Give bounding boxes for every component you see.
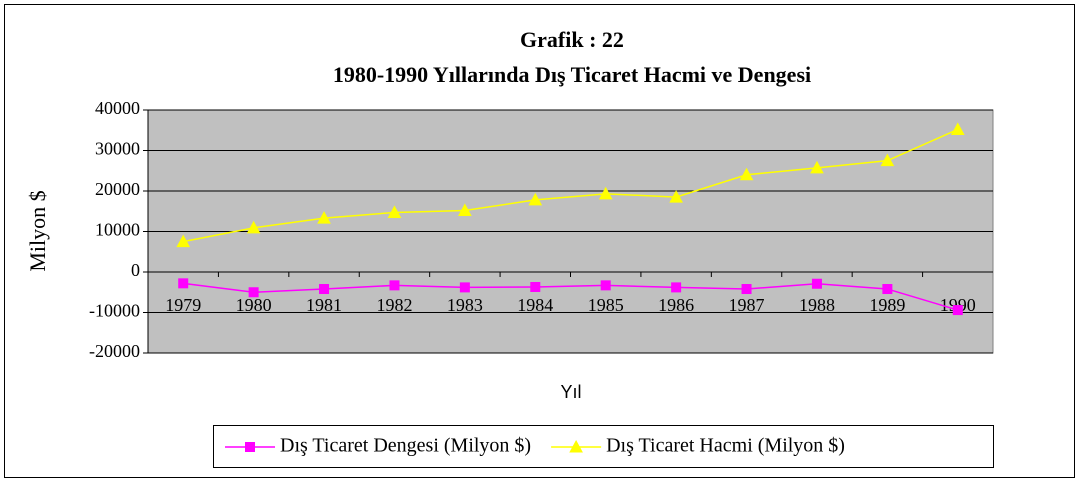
x-tick-label: 1979 <box>165 295 201 315</box>
y-axis-label: Milyon $ <box>25 190 50 271</box>
legend-box <box>213 425 994 468</box>
series-line <box>183 282 959 311</box>
data-point <box>952 305 963 316</box>
legend-label: Dış Ticaret Hacmi (Milyon $) <box>606 435 845 457</box>
x-tick-label: 1987 <box>729 295 765 315</box>
data-point <box>741 284 752 295</box>
x-tick-label: 1986 <box>658 295 694 315</box>
data-point <box>530 281 541 292</box>
legend-marker <box>569 439 583 453</box>
data-point <box>669 190 683 203</box>
series-line <box>183 128 959 243</box>
data-point <box>176 234 191 248</box>
data-point <box>317 211 331 224</box>
data-point <box>319 284 330 295</box>
chart-subtitle: 1980-1990 Yıllarında Dış Ticaret Hacmi v… <box>333 62 811 87</box>
data-point <box>459 282 470 293</box>
data-point <box>389 280 400 291</box>
data-point <box>598 186 613 200</box>
y-tick-label: -20000 <box>89 341 140 361</box>
data-point <box>739 167 754 181</box>
y-tick-label: 30000 <box>95 139 140 159</box>
x-tick-label: 1988 <box>799 295 835 315</box>
y-tick-label: 20000 <box>95 179 140 199</box>
legend-marker <box>245 442 255 452</box>
y-tick-label: 0 <box>131 260 140 280</box>
x-tick-label: 1984 <box>517 295 553 315</box>
data-point <box>671 282 682 293</box>
data-point <box>882 284 893 295</box>
x-axis-label: Yıl <box>560 382 581 402</box>
data-point <box>458 203 472 216</box>
y-tick-label: -10000 <box>89 301 140 321</box>
data-point <box>880 153 895 167</box>
x-tick-label: 1985 <box>588 295 624 315</box>
data-point <box>387 205 402 218</box>
data-point <box>178 278 189 289</box>
legend-label: Dış Ticaret Dengesi (Milyon $) <box>280 435 531 457</box>
data-point <box>248 287 259 298</box>
data-point <box>950 122 965 135</box>
data-point <box>528 192 543 206</box>
x-tick-label: 1981 <box>306 295 342 315</box>
y-tick-label: 10000 <box>95 220 140 240</box>
data-point <box>246 220 261 234</box>
y-tick-label: 40000 <box>95 98 140 118</box>
x-tick-label: 1982 <box>376 295 412 315</box>
x-tick-label: 1980 <box>236 295 272 315</box>
data-point <box>811 278 822 289</box>
x-tick-label: 1989 <box>869 295 905 315</box>
data-point <box>600 280 611 291</box>
chart-title: Grafik : 22 <box>520 27 624 52</box>
data-point <box>810 160 824 174</box>
x-tick-label: 1983 <box>447 295 483 315</box>
